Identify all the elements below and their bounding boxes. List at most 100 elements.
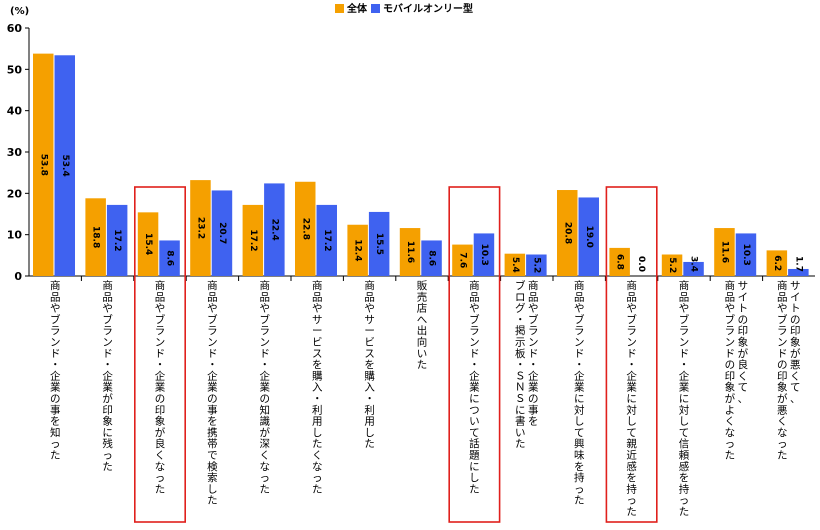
data-label: 7.6 bbox=[457, 252, 467, 268]
x-category-label-line: 商品やブランド・企業の事を bbox=[528, 279, 539, 428]
data-label: 6.8 bbox=[615, 254, 625, 270]
legend-label-mobile-only: モバイルオンリー型 bbox=[383, 2, 473, 15]
x-category-label-line: サイトの印象が良くて、 bbox=[738, 280, 749, 405]
data-label: 23.2 bbox=[195, 217, 205, 239]
bar-mobile-only bbox=[54, 55, 75, 276]
x-category-label: 販売店へ出向いた bbox=[417, 280, 428, 371]
x-category-label: 商品やブランド・企業が印象に残った bbox=[102, 279, 113, 473]
x-category-label-line: 商品やブランド・企業について話題にした bbox=[469, 279, 480, 495]
x-category-label-line: 商品やブランド・企業に対して信頼感を持った bbox=[679, 279, 690, 518]
bar-total bbox=[190, 180, 211, 276]
data-label: 20.7 bbox=[217, 222, 227, 244]
y-tick-label: 40 bbox=[7, 105, 23, 118]
bar-mobile-only bbox=[316, 204, 337, 276]
x-category-label-line: ブログ・掲示板・ＳＮＳに書いた bbox=[515, 279, 526, 450]
x-category-label: 商品やブランド・企業に対して信頼感を持った bbox=[679, 279, 690, 518]
highlight-boxes bbox=[134, 186, 658, 523]
bar-total bbox=[557, 190, 578, 276]
bar-mobile-only bbox=[264, 183, 285, 276]
data-label: 19.0 bbox=[584, 226, 594, 248]
x-category-label-line: サイトの印象が悪くて、 bbox=[790, 280, 801, 405]
x-category-label: 商品やサービスを購入・利用したくなった bbox=[312, 279, 323, 495]
data-label: 53.4 bbox=[60, 155, 70, 177]
data-label: 11.6 bbox=[719, 241, 729, 263]
bar-mobile-only bbox=[159, 240, 180, 276]
y-tick-label: 20 bbox=[7, 187, 23, 200]
y-tick-label: 50 bbox=[7, 63, 23, 76]
bar-mobile-only bbox=[368, 211, 390, 276]
bar-total bbox=[452, 244, 473, 276]
data-label: 22.4 bbox=[269, 219, 279, 241]
data-label: 20.8 bbox=[562, 222, 572, 244]
bar-mobile-only bbox=[735, 233, 757, 276]
bar-total bbox=[661, 254, 683, 276]
bar-mobile-only bbox=[526, 254, 547, 276]
x-category-label-line: 商品やブランド・企業に対して親近感を持った bbox=[626, 279, 637, 518]
bar-total bbox=[347, 224, 368, 276]
x-category-label-line: 商品やブランド・企業が印象に残った bbox=[102, 279, 113, 473]
bar-total bbox=[714, 228, 735, 276]
x-category-label-line: 商品やブランド・企業に対して興味を持った bbox=[574, 279, 585, 507]
highlight-box bbox=[605, 186, 658, 523]
data-label: 5.4 bbox=[510, 257, 520, 273]
x-category-label-line: 商品やサービスを購入・利用したくなった bbox=[312, 279, 323, 495]
data-label: 17.2 bbox=[322, 229, 332, 251]
unit-label: (%) bbox=[10, 6, 29, 17]
data-label: 8.6 bbox=[427, 250, 437, 266]
data-labels: 53.8 53.4 18.8 17.2 15.4 8.6 23.2 20.7 17.2 22.4 2… bbox=[38, 154, 803, 274]
bar-total bbox=[137, 212, 159, 276]
data-label: 6.2 bbox=[772, 255, 782, 271]
data-label: 22.8 bbox=[300, 218, 310, 240]
x-category-label-line: 商品やブランドの印象が悪くなった bbox=[777, 279, 788, 462]
x-category-label-line: 商品やブランドの印象がよくなった bbox=[725, 279, 736, 462]
x-category-label: 商品やブランド・企業の印象が良くなった bbox=[155, 279, 166, 495]
x-category-label: 商品やブランド・企業の事を携帯で検索した bbox=[207, 279, 218, 507]
x-category-label-line: 商品やブランド・企業の事を携帯で検索した bbox=[207, 279, 218, 507]
category-labels: 商品やブランド・企業の事を知った 商品やブランド・企業が印象に残った 商品やブランド… bbox=[50, 279, 801, 518]
y-tick-label: 30 bbox=[7, 146, 23, 159]
bar-mobile-only bbox=[106, 204, 128, 276]
data-label: 17.2 bbox=[248, 229, 258, 251]
bar-total bbox=[766, 250, 788, 276]
bar-mobile-only bbox=[683, 261, 704, 276]
y-tick-label: 10 bbox=[7, 229, 23, 242]
data-label: 1.7 bbox=[793, 256, 803, 272]
bar-total bbox=[85, 198, 106, 276]
x-category-label-line: 商品やブランド・企業の知識が深くなった bbox=[260, 279, 271, 495]
data-label: 10.3 bbox=[741, 244, 751, 266]
y-tick-label: 60 bbox=[7, 22, 23, 35]
bar-mobile-only bbox=[473, 233, 495, 276]
data-label: 5.2 bbox=[667, 257, 677, 273]
data-label: 0.0 bbox=[636, 256, 646, 272]
data-label: 17.2 bbox=[112, 229, 122, 251]
x-category-label: 商品やブランド・企業の事を知った bbox=[50, 279, 61, 462]
x-category-label: サイトの印象が悪くて、商品やブランドの印象が悪くなった bbox=[777, 279, 801, 462]
data-label: 3.4 bbox=[689, 256, 699, 272]
data-label: 53.8 bbox=[38, 154, 48, 176]
x-category-label-line: 商品やブランド・企業の印象が良くなった bbox=[155, 279, 166, 495]
highlight-box bbox=[448, 186, 501, 523]
bar-mobile-only bbox=[421, 240, 442, 276]
x-category-label: 商品やブランド・企業について話題にした bbox=[469, 279, 480, 495]
data-label: 12.4 bbox=[353, 239, 363, 261]
data-label: 18.8 bbox=[91, 226, 101, 248]
x-category-label-line: 販売店へ出向いた bbox=[417, 280, 428, 371]
bar-mobile-only bbox=[578, 197, 599, 276]
bar-total bbox=[399, 228, 421, 276]
x-category-label-line: 商品やサービスを購入・利用した bbox=[364, 279, 375, 450]
y-tick-label: 0 bbox=[14, 270, 22, 283]
bars bbox=[33, 53, 809, 277]
data-label: 15.4 bbox=[143, 233, 153, 255]
legend: 全体 モバイルオンリー型 bbox=[335, 2, 473, 15]
bar-total bbox=[242, 204, 264, 276]
x-category-label: サイトの印象が良くて、商品やブランドの印象がよくなった bbox=[725, 279, 749, 462]
data-label: 11.6 bbox=[405, 241, 415, 263]
x-category-label: 商品やブランド・企業に対して親近感を持った bbox=[626, 279, 637, 518]
x-category-label: 商品やブランド・企業に対して興味を持った bbox=[574, 279, 585, 507]
legend-swatch-mobile-only bbox=[371, 4, 380, 13]
legend-swatch-total bbox=[335, 4, 344, 13]
highlight-box bbox=[134, 186, 187, 523]
x-category-label-line: 商品やブランド・企業の事を知った bbox=[50, 279, 61, 462]
bar-total bbox=[504, 253, 526, 276]
